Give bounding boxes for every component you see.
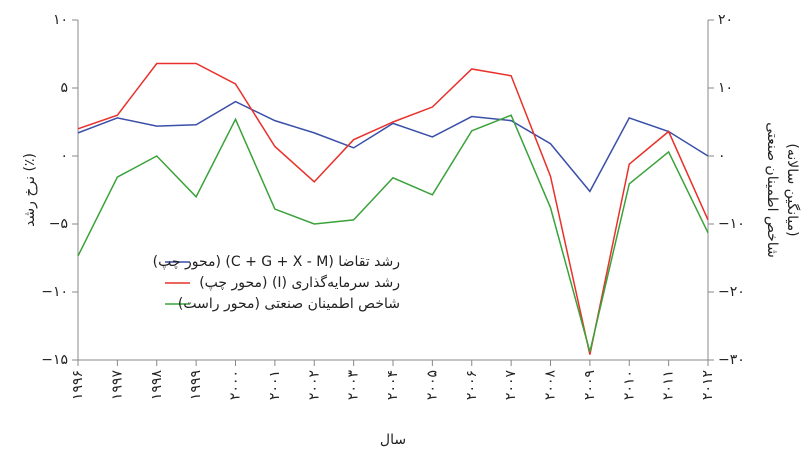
legend-label: رشد تقاضا (C + G + X - M) (محور چپ) xyxy=(153,254,400,270)
x-tick-label: ۱۹۹۹ xyxy=(188,370,204,400)
y2-axis-title: (میانگین سالانه) xyxy=(784,143,801,236)
y-tick-label: −۱۰ xyxy=(41,284,68,300)
series-line xyxy=(77,100,709,193)
y-tick-label: ۵ xyxy=(60,80,68,96)
x-tick-label: ۲۰۰۳ xyxy=(346,370,362,401)
x-tick-label: ۲۰۰۶ xyxy=(464,370,480,400)
y-axis-title: نرخ رشد (٪) xyxy=(22,153,38,227)
x-tick-label: ۲۰۰۷ xyxy=(503,370,519,401)
x-tick-label: ۲۰۰۲ xyxy=(306,370,322,400)
x-tick-label: ۲۰۰۰ xyxy=(228,370,244,400)
y2-axis-title: شاخص اطمینان صنعتی xyxy=(764,122,780,258)
x-tick-label: ۲۰۰۹ xyxy=(582,370,598,400)
x-tick-label: ۲۰۱۱ xyxy=(661,370,677,400)
x-tick-label: ۲۰۱۲ xyxy=(700,370,716,400)
y-tick-label: ۰ xyxy=(60,148,68,164)
y2-tick-label: −۳۰ xyxy=(718,352,745,368)
y2-tick-label: −۲۰ xyxy=(718,284,745,300)
x-tick-label: ۲۰۰۵ xyxy=(424,370,440,400)
y-tick-label: ۱۰ xyxy=(53,12,68,28)
y2-tick-label: ۰ xyxy=(718,148,726,164)
series-line xyxy=(77,62,709,355)
series-line xyxy=(77,114,709,353)
legend-label: رشد سرمایه‌گذاری (I) (محور چپ) xyxy=(199,274,400,291)
legend-label: شاخص اطمینان صنعتی (محور راست) xyxy=(178,296,400,312)
x-tick-label: ۲۰۰۴ xyxy=(385,370,401,400)
y-tick-label: −۱۵ xyxy=(41,352,68,368)
x-tick-label: ۲۰۰۱ xyxy=(267,370,283,400)
x-tick-label: ۲۰۱۰ xyxy=(621,370,637,400)
x-tick-label: ۱۹۹۷ xyxy=(109,370,125,401)
x-tick-label: ۱۹۹۸ xyxy=(149,370,165,401)
y2-tick-label: ۱۰ xyxy=(718,80,733,96)
x-axis-title: سال xyxy=(380,432,406,448)
x-tick-label: ۲۰۰۸ xyxy=(543,370,559,401)
y2-tick-label: ۲۰ xyxy=(718,12,733,28)
y-tick-label: −۵ xyxy=(49,216,68,232)
y2-tick-label: −۱۰ xyxy=(718,216,745,232)
x-tick-label: ۱۹۹۶ xyxy=(70,370,86,400)
